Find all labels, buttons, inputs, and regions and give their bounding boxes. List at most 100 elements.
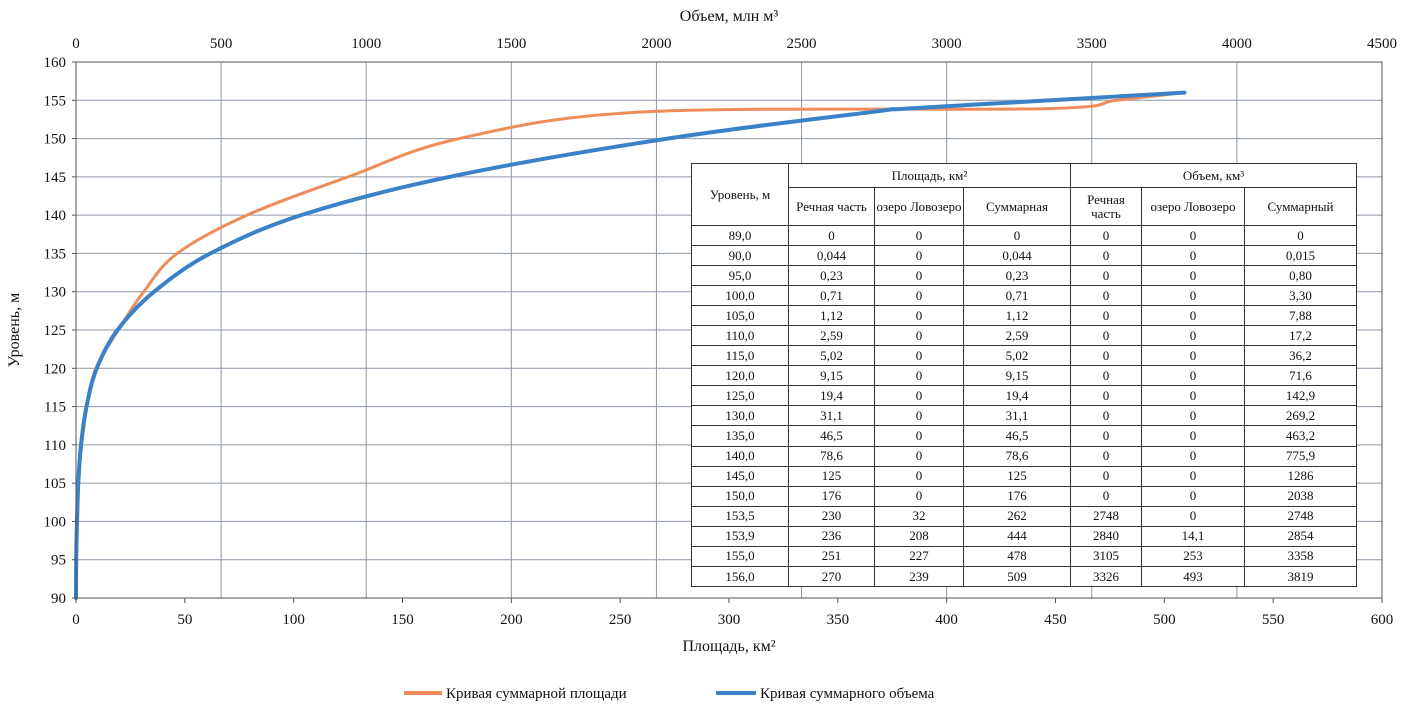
- cell-volume-lake: 0: [1141, 285, 1245, 307]
- bottom-tick-label: 450: [1044, 612, 1067, 628]
- header-area: Площадь, км²: [788, 163, 1071, 188]
- cell-area-lake: 0: [874, 405, 964, 427]
- cell-level: 90,0: [691, 245, 789, 267]
- cell-volume-lake: 0: [1141, 385, 1245, 407]
- series-line-volume: [74, 90, 1187, 600]
- cell-level: 135,0: [691, 425, 789, 447]
- cell-level: 130,0: [691, 405, 789, 427]
- bottom-tick-label: 500: [1153, 612, 1176, 628]
- cell-volume-river: 0: [1070, 405, 1142, 427]
- cell-area-lake: 208: [874, 525, 964, 547]
- y-tick-label: 135: [44, 246, 67, 262]
- cell-volume-lake: 0: [1141, 445, 1245, 467]
- cell-volume-lake: 0: [1141, 345, 1245, 367]
- cell-area-river: 19,4: [788, 385, 875, 407]
- cell-area-total: 0,044: [963, 245, 1071, 267]
- cell-volume-total: 2038: [1244, 485, 1357, 507]
- bottom-tick-label: 150: [391, 612, 414, 628]
- top-tick-label: 4000: [1222, 36, 1252, 52]
- cell-volume-river: 0: [1070, 425, 1142, 447]
- series-layer: [74, 90, 1187, 600]
- cell-area-total: 5,02: [963, 345, 1071, 367]
- cell-volume-total: 142,9: [1244, 385, 1357, 407]
- bottom-tick-label: 100: [282, 612, 305, 628]
- subheader-volume-lake: озеро Ловозеро: [1141, 187, 1245, 226]
- y-tick-label: 110: [44, 438, 66, 454]
- cell-level: 105,0: [691, 305, 789, 327]
- cell-level: 153,9: [691, 525, 789, 547]
- cell-area-lake: 239: [874, 565, 964, 588]
- y-axis-title: Уровень, м: [6, 293, 23, 367]
- y-tick-label: 120: [44, 361, 67, 377]
- table-row: 125,0 19,4 0 19,4 0 0 142,9: [691, 385, 1357, 407]
- cell-level: 95,0: [691, 265, 789, 287]
- table-row: 153,5 230 32 262 2748 0 2748: [691, 505, 1357, 527]
- top-tick-label: 500: [210, 36, 233, 52]
- bottom-tick-label: 350: [827, 612, 850, 628]
- cell-volume-river: 0: [1070, 365, 1142, 387]
- cell-area-lake: 0: [874, 485, 964, 507]
- table-header-row: Уровень, м Площадь, км² Объем, км³: [691, 163, 1357, 226]
- cell-level: 145,0: [691, 465, 789, 487]
- table-row: 105,0 1,12 0 1,12 0 0 7,88: [691, 305, 1357, 327]
- cell-volume-lake: 0: [1141, 325, 1245, 347]
- cell-volume-lake: 0: [1141, 485, 1245, 507]
- cell-level: 110,0: [691, 325, 789, 347]
- bottom-tick-label: 250: [609, 612, 632, 628]
- cell-area-river: 46,5: [788, 425, 875, 447]
- cell-area-lake: 0: [874, 365, 964, 387]
- cell-area-river: 2,59: [788, 325, 875, 347]
- cell-volume-total: 7,88: [1244, 305, 1357, 327]
- cell-area-total: 0: [963, 224, 1071, 247]
- table-subheader-row: Речная часть озеро Ловозеро Суммарная Ре…: [692, 187, 1357, 226]
- cell-level: 89,0: [691, 224, 789, 247]
- cell-volume-lake: 0: [1141, 425, 1245, 447]
- cell-area-river: 251: [788, 545, 875, 567]
- y-tick-label: 100: [44, 514, 67, 530]
- cell-level: 155,0: [691, 545, 789, 567]
- cell-volume-total: 71,6: [1244, 365, 1357, 387]
- top-tick-label: 3500: [1077, 36, 1107, 52]
- y-tick-label: 155: [44, 93, 67, 109]
- cell-volume-total: 3819: [1244, 565, 1357, 588]
- cell-volume-river: 0: [1070, 385, 1142, 407]
- cell-volume-river: 0: [1070, 465, 1142, 487]
- cell-area-total: 1,12: [963, 305, 1071, 327]
- table-row: 145,0 125 0 125 0 0 1286: [691, 465, 1357, 487]
- table-row: 140,0 78,6 0 78,6 0 0 775,9: [691, 445, 1357, 467]
- cell-volume-river: 0: [1070, 224, 1142, 247]
- cell-volume-lake: 0: [1141, 245, 1245, 267]
- table-row: 150,0 176 0 176 0 0 2038: [691, 485, 1357, 507]
- cell-area-river: 125: [788, 465, 875, 487]
- cell-level: 140,0: [691, 445, 789, 467]
- cell-volume-total: 775,9: [1244, 445, 1357, 467]
- cell-area-total: 2,59: [963, 325, 1071, 347]
- cell-volume-total: 269,2: [1244, 405, 1357, 427]
- legend: Кривая суммарной площади Кривая суммарно…: [404, 686, 935, 702]
- cell-volume-total: 0,015: [1244, 245, 1357, 267]
- bottom-tick-label: 600: [1371, 612, 1394, 628]
- cell-area-river: 78,6: [788, 445, 875, 467]
- cell-volume-river: 0: [1070, 305, 1142, 327]
- cell-volume-total: 2748: [1244, 505, 1357, 527]
- cell-volume-river: 3105: [1070, 545, 1142, 567]
- y-tick-label: 95: [51, 553, 66, 569]
- table-row: 95,0 0,23 0 0,23 0 0 0,80: [691, 265, 1357, 287]
- top-tick-label: 3000: [932, 36, 962, 52]
- table-row: 89,0 0 0 0 0 0 0: [691, 224, 1357, 247]
- cell-area-total: 125: [963, 465, 1071, 487]
- cell-area-lake: 0: [874, 285, 964, 307]
- cell-area-lake: 0: [874, 445, 964, 467]
- cell-volume-river: 0: [1070, 265, 1142, 287]
- cell-area-lake: 0: [874, 325, 964, 347]
- cell-area-lake: 0: [874, 345, 964, 367]
- cell-volume-lake: 0: [1141, 465, 1245, 487]
- cell-area-river: 1,12: [788, 305, 875, 327]
- cell-area-total: 9,15: [963, 365, 1071, 387]
- bottom-tick-label: 50: [177, 612, 192, 628]
- cell-volume-total: 1286: [1244, 465, 1357, 487]
- table-row: 90,0 0,044 0 0,044 0 0 0,015: [691, 245, 1357, 267]
- cell-area-lake: 32: [874, 505, 964, 527]
- table-row: 156,0 270 239 509 3326 493 3819: [691, 565, 1357, 588]
- y-tick-label: 150: [44, 132, 67, 148]
